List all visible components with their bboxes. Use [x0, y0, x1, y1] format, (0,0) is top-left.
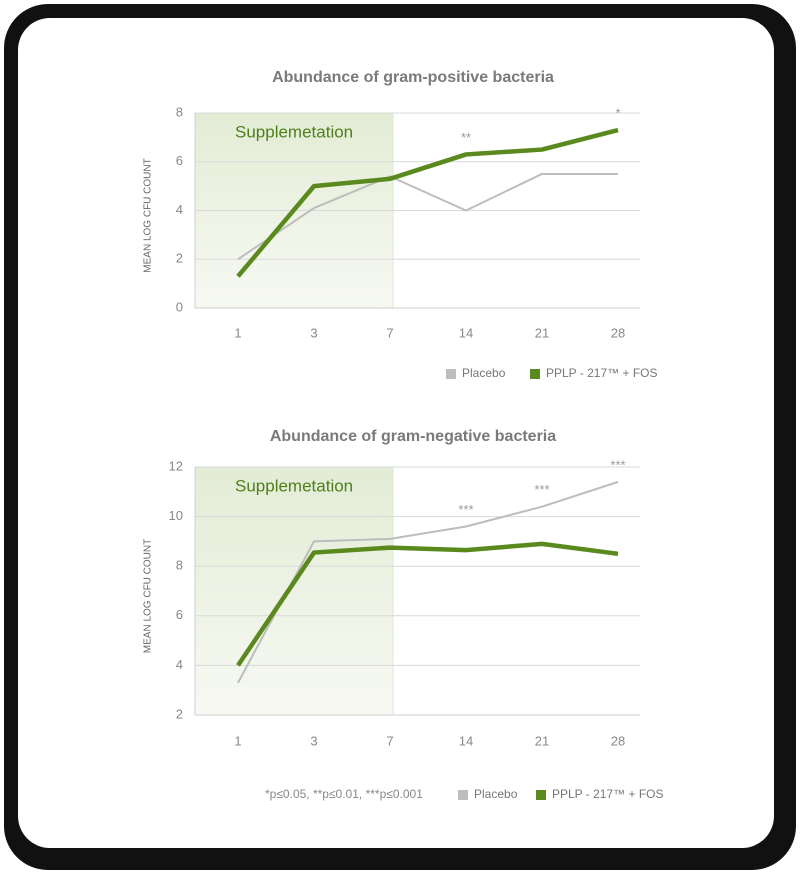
- significance-label: ***: [610, 457, 625, 472]
- x-tick-label: 3: [310, 733, 317, 748]
- chart-title: Abundance of gram-positive bacteria: [272, 69, 554, 86]
- x-tick-label: 21: [535, 325, 549, 340]
- y-tick-label: 0: [176, 299, 183, 314]
- legend-label: Placebo: [462, 366, 506, 380]
- y-tick-label: 6: [176, 607, 183, 622]
- x-tick-label: 7: [386, 733, 393, 748]
- y-tick-label: 12: [169, 458, 183, 473]
- x-tick-label: 14: [459, 325, 473, 340]
- y-tick-label: 8: [176, 104, 183, 119]
- y-tick-label: 8: [176, 558, 183, 573]
- y-tick-label: 10: [169, 508, 183, 523]
- y-tick-label: 2: [176, 706, 183, 721]
- x-tick-label: 1: [234, 325, 241, 340]
- y-axis-label: MEAN LOG CFU COUNT: [143, 158, 154, 272]
- highlight-label: Supplemetation: [235, 476, 353, 495]
- legend-swatch: [536, 790, 546, 800]
- significance-label: ***: [534, 482, 549, 497]
- card: [18, 18, 774, 848]
- legend-label: PPLP - 217™ + FOS: [546, 366, 658, 380]
- series-line: [237, 172, 618, 261]
- legend-swatch: [446, 369, 456, 379]
- significance-label: ***: [458, 502, 473, 517]
- y-tick-label: 4: [176, 657, 183, 672]
- x-tick-label: 28: [611, 325, 625, 340]
- series-line: [237, 480, 619, 684]
- y-tick-label: 2: [176, 251, 183, 266]
- y-axis-label: MEAN LOG CFU COUNT: [143, 539, 154, 653]
- highlight-label: Supplemetation: [235, 122, 353, 141]
- x-tick-label: 7: [386, 325, 393, 340]
- legend-swatch: [458, 790, 468, 800]
- significance-label: *: [615, 106, 620, 121]
- significance-label: **: [461, 130, 471, 145]
- legend-swatch: [530, 369, 540, 379]
- highlight-region: [195, 467, 393, 715]
- x-tick-label: 28: [611, 733, 625, 748]
- y-tick-label: 4: [176, 202, 183, 217]
- x-tick-label: 21: [535, 733, 549, 748]
- x-tick-label: 14: [459, 733, 473, 748]
- chart-title: Abundance of gram-negative bacteria: [270, 428, 556, 445]
- series-line: [236, 541, 619, 667]
- y-tick-label: 6: [176, 153, 183, 168]
- legend-label: Placebo: [474, 787, 518, 801]
- footnote: *p≤0.05, **p≤0.01, ***p≤0.001: [265, 787, 423, 801]
- legend-label: PPLP - 217™ + FOS: [552, 787, 664, 801]
- x-tick-label: 3: [310, 325, 317, 340]
- series-line: [236, 127, 619, 278]
- x-tick-label: 1: [234, 733, 241, 748]
